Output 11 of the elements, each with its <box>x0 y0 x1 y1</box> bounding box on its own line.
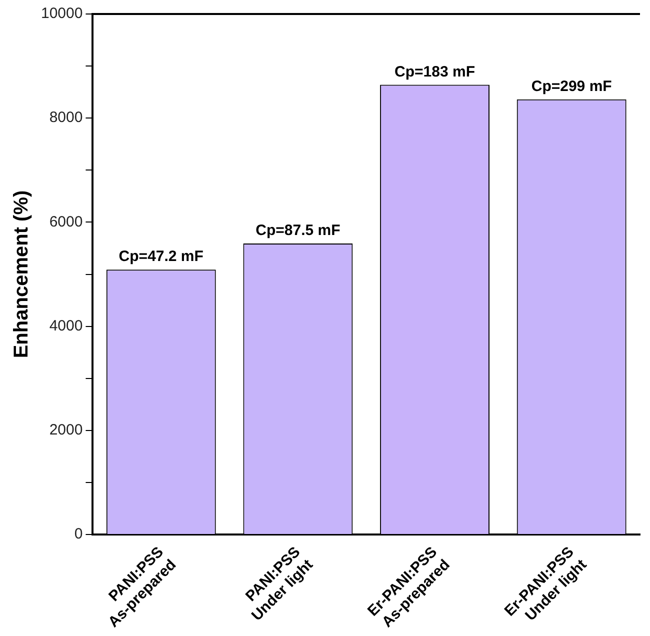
y-axis-title: Enhancement (%) <box>10 190 33 358</box>
annotation: Cp=47.2 mF <box>118 248 204 266</box>
annotation: Cp=299 mF <box>531 78 612 96</box>
y-tick-label: 10000 <box>40 5 83 22</box>
y-tick-label: 4000 <box>49 317 83 334</box>
y-tick-label: 6000 <box>49 213 83 230</box>
y-tick-label: 8000 <box>49 109 83 126</box>
y-tick-label: 0 <box>74 526 83 543</box>
y-tick-label: 2000 <box>49 422 83 439</box>
annotation: Cp=87.5 mF <box>256 222 340 240</box>
annotation: Cp=183 mF <box>394 63 475 80</box>
